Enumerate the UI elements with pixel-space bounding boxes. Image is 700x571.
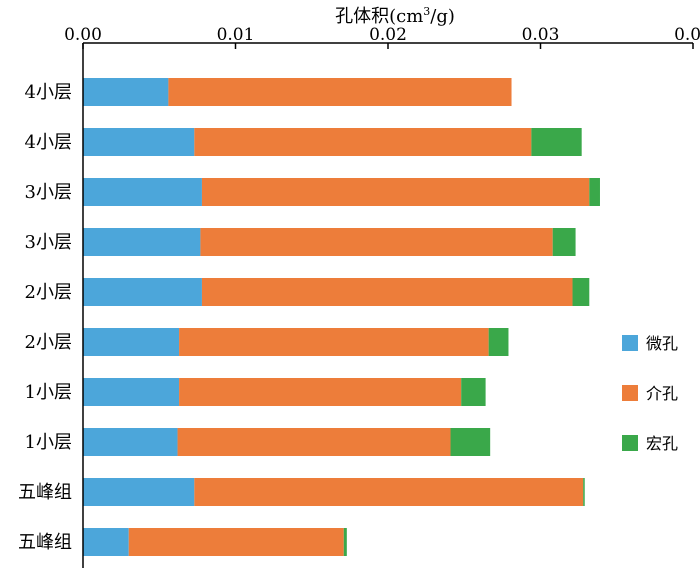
x-tick-label: 0.04 xyxy=(674,25,700,45)
bar-segment xyxy=(83,478,195,506)
category-label: 2小层 xyxy=(25,332,72,353)
x-tick-label: 0.03 xyxy=(522,25,560,45)
x-axis-ticks: 0.00 0.01 0.02 0.03 0.04 xyxy=(64,25,700,49)
bar-group xyxy=(83,78,600,556)
bar-segment xyxy=(83,228,201,256)
bar-segment xyxy=(83,278,202,306)
category-label: 3小层 xyxy=(25,182,72,203)
bar-segment xyxy=(179,378,462,406)
x-axis-title-sup: 3 xyxy=(423,5,430,18)
legend-swatch xyxy=(622,435,638,451)
bar-segment xyxy=(179,328,489,356)
x-tick-label: 0.02 xyxy=(369,25,407,45)
x-tick-label: 0.00 xyxy=(64,25,102,45)
bar-segment xyxy=(177,428,451,456)
bar-segment xyxy=(201,278,573,306)
bar-segment xyxy=(343,528,347,556)
bar-segment xyxy=(583,478,585,506)
bar-segment xyxy=(572,278,590,306)
bar-segment xyxy=(83,328,180,356)
category-label: 2小层 xyxy=(25,282,72,303)
bar-segment xyxy=(194,128,532,156)
x-axis-title: 孔体积(cm3/g) xyxy=(335,5,455,27)
category-label: 五峰组 xyxy=(18,482,72,503)
category-label: 4小层 xyxy=(25,82,72,103)
bar-segment xyxy=(83,428,178,456)
legend-label: 微孔 xyxy=(646,334,678,353)
bar-segment xyxy=(194,478,584,506)
x-tick-label: 0.01 xyxy=(217,25,255,45)
bar-segment xyxy=(201,178,590,206)
bar-segment xyxy=(531,128,582,156)
x-axis-title-main: 孔体积(cm xyxy=(335,6,423,27)
bar-segment xyxy=(83,128,195,156)
category-label: 3小层 xyxy=(25,232,72,253)
category-label: 五峰组 xyxy=(18,532,72,553)
bar-segment xyxy=(83,178,202,206)
category-label: 1小层 xyxy=(25,382,72,403)
bar-segment xyxy=(552,228,576,256)
legend-label: 介孔 xyxy=(646,384,678,403)
x-axis-title-tail: /g) xyxy=(430,6,455,27)
legend-label: 宏孔 xyxy=(646,434,678,453)
bar-segment xyxy=(83,378,180,406)
bar-segment xyxy=(168,78,512,106)
category-label: 4小层 xyxy=(25,132,72,153)
bar-segment xyxy=(450,428,491,456)
category-label: 1小层 xyxy=(25,432,72,453)
bar-segment xyxy=(128,528,344,556)
bar-segment xyxy=(200,228,553,256)
bar-segment xyxy=(488,328,509,356)
bar-segment xyxy=(461,378,486,406)
legend-swatch xyxy=(622,385,638,401)
bar-segment xyxy=(83,78,169,106)
bar-segment xyxy=(83,528,129,556)
bar-segment xyxy=(589,178,600,206)
legend-swatch xyxy=(622,335,638,351)
